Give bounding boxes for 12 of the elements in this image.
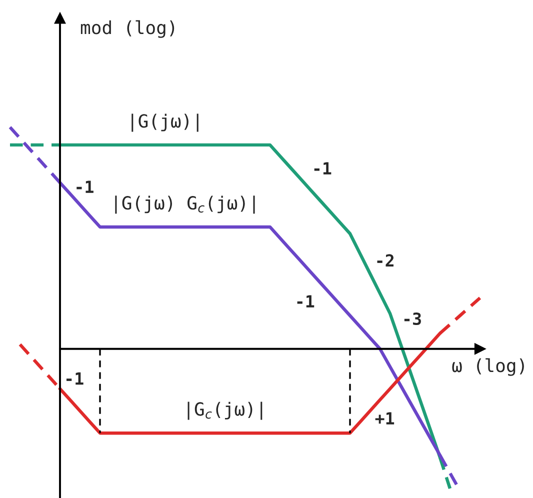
- annotation: -1: [76, 180, 94, 193]
- y-axis-title: mod (log): [80, 20, 174, 38]
- x-axis-title: ω (log): [452, 358, 524, 376]
- annotation: +1: [375, 412, 394, 424]
- annotation: -3: [404, 312, 421, 326]
- series-label: |G$_{c}$(jω)|: [188, 402, 262, 420]
- annotation: -1: [297, 295, 314, 308]
- series-label: |G(jω)|: [132, 114, 198, 132]
- series-label: |G(jω) G$_{c}$(jω)|: [115, 196, 255, 214]
- annotation: -1: [66, 372, 84, 385]
- annotation: -2: [377, 254, 394, 267]
- annotation: -1: [314, 162, 332, 174]
